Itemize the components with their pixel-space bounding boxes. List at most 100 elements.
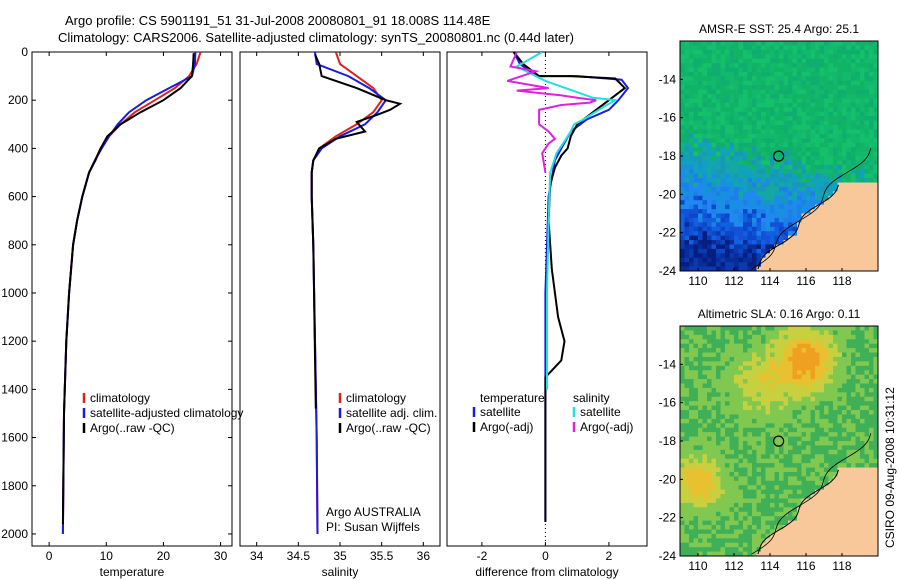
- sla_map-cell: [720, 427, 726, 433]
- sla_map-cell: [725, 343, 730, 349]
- sla_map-cell: [711, 361, 717, 367]
- sla_map-cell: [752, 401, 757, 407]
- sla_map-cell: [815, 471, 820, 477]
- sla_map-cell: [873, 352, 879, 358]
- sst_map-cell: [707, 200, 712, 206]
- sla_map-cell: [689, 471, 694, 477]
- sla_map-cell: [711, 339, 717, 345]
- sst_map-cell: [752, 209, 757, 214]
- sst_map-cell: [680, 89, 685, 95]
- sst_map-cell: [837, 191, 843, 197]
- sst_map-cell: [680, 111, 685, 117]
- sst_map-cell: [819, 138, 825, 144]
- sla_map-cell: [797, 410, 802, 415]
- sst_map-cell: [846, 67, 852, 73]
- sst_map-cell: [797, 156, 802, 161]
- sla_map-cell: [815, 449, 820, 455]
- sla_map-cell: [761, 418, 766, 424]
- sla_map-cell: [801, 520, 807, 526]
- sla_map-cell: [729, 339, 735, 345]
- sla_map-cell: [693, 471, 699, 477]
- sla_map-cell: [846, 525, 852, 530]
- sla_map-cell: [774, 418, 780, 424]
- sla_map-cell: [801, 441, 807, 446]
- sst_map-cell: [680, 102, 685, 108]
- sst_map-cell: [810, 147, 816, 152]
- sla_map-cell: [774, 427, 780, 433]
- sla_map-cell: [752, 498, 757, 504]
- sla_map-cell: [819, 445, 825, 451]
- sla_map-cell: [860, 511, 865, 517]
- sla_map-cell: [720, 454, 726, 460]
- sst_map-cell: [711, 142, 717, 148]
- sla_map-cell: [801, 396, 807, 402]
- sla_map-cell: [761, 392, 766, 398]
- sla_map-cell: [806, 507, 811, 513]
- sst_map-cell: [770, 248, 775, 254]
- sst_map-cell: [833, 147, 838, 152]
- sst_map-cell: [810, 125, 816, 130]
- sst_map-cell: [756, 217, 762, 223]
- sla_map-cell: [860, 458, 865, 464]
- sst_map-cell: [851, 240, 856, 245]
- sla_map-cell: [680, 361, 685, 367]
- sla_map-cell: [846, 445, 852, 451]
- sst_map-cell: [698, 222, 703, 228]
- sst_map-cell: [864, 142, 870, 148]
- sla_map-cell: [680, 432, 685, 437]
- sst_map-cell: [873, 160, 879, 166]
- sst_map-cell: [846, 107, 852, 113]
- sla_map-cell: [689, 352, 694, 358]
- sla_map-cell: [797, 343, 802, 349]
- sla_map-cell: [720, 542, 726, 548]
- sst_map-cell: [864, 226, 870, 232]
- sla_map-cell: [774, 387, 780, 393]
- sla_map-cell: [720, 405, 726, 411]
- sst_map-cell: [792, 160, 798, 166]
- sla_map-cell: [729, 361, 735, 367]
- sla_map-xtick-label: 116: [796, 559, 815, 573]
- sst_map-cell: [788, 71, 793, 77]
- difference-xtick-label: 2: [606, 549, 613, 563]
- sst_map-cell: [752, 147, 757, 152]
- sla_map-cell: [770, 520, 775, 526]
- sla_map-cell: [833, 326, 838, 331]
- sla_map-cell: [783, 525, 789, 530]
- sst_map-cell: [702, 133, 708, 139]
- sst_map-cell: [702, 63, 708, 68]
- sst_map-cell: [806, 54, 811, 60]
- sst_map-cell: [725, 94, 730, 99]
- sst_map-cell: [752, 129, 757, 135]
- sst_map-cell: [680, 147, 685, 152]
- sla_map-cell: [824, 383, 829, 389]
- sst_map-cell: [837, 49, 843, 55]
- sst_map-cell: [873, 253, 879, 259]
- sst_map-cell: [761, 133, 766, 139]
- sla_map-cell: [693, 529, 699, 535]
- sla_map-cell: [833, 516, 838, 522]
- sla_map-cell: [725, 445, 730, 451]
- sla_map-cell: [788, 547, 793, 552]
- sst_map-cell: [680, 173, 685, 179]
- sst_map-cell: [693, 156, 699, 161]
- sst_map-cell: [788, 257, 793, 263]
- sla_map-cell: [680, 511, 685, 517]
- sst_map-cell: [828, 151, 834, 157]
- sla_map-cell: [756, 471, 762, 477]
- sst_map-cell: [680, 266, 685, 272]
- sla_map-cell: [680, 405, 685, 411]
- sst_map-cell: [855, 266, 861, 272]
- sst_map-cell: [684, 147, 690, 152]
- sst_map-cell: [684, 213, 690, 219]
- sla_map-cell: [864, 525, 870, 530]
- sst_map-cell: [765, 178, 771, 183]
- sst_map-cell: [779, 151, 784, 157]
- sla_map-cell: [756, 436, 762, 442]
- sla_map-cell: [734, 387, 739, 393]
- sla_map-cell: [806, 520, 811, 526]
- sst_map-cell: [864, 235, 870, 241]
- sst_map-cell: [698, 125, 703, 130]
- sst_map-cell: [846, 253, 852, 259]
- sst_map-cell: [752, 133, 757, 139]
- sst_map-cell: [747, 186, 753, 192]
